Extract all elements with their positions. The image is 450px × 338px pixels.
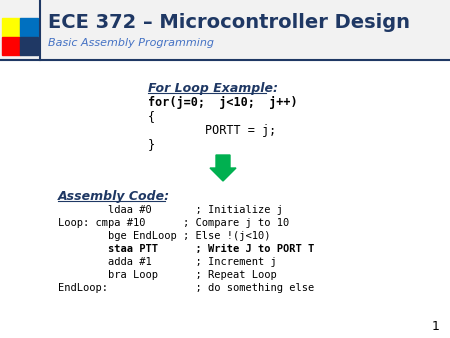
- Bar: [2, 37, 20, 55]
- Text: staa PTT      ; Write J to PORT T: staa PTT ; Write J to PORT T: [58, 244, 314, 254]
- FancyArrow shape: [210, 155, 236, 181]
- Text: EndLoop:              ; do something else: EndLoop: ; do something else: [58, 283, 314, 293]
- Text: 1: 1: [432, 320, 440, 333]
- Text: {: {: [148, 110, 155, 123]
- Bar: [20, 18, 38, 36]
- Bar: [2, 18, 20, 36]
- Text: Assembly Code:: Assembly Code:: [58, 190, 170, 203]
- Text: bra Loop      ; Repeat Loop: bra Loop ; Repeat Loop: [58, 270, 277, 280]
- Bar: [20, 37, 38, 55]
- Text: PORTT = j;: PORTT = j;: [148, 124, 276, 137]
- Text: }: }: [148, 138, 155, 151]
- Text: bge EndLoop ; Else !(j<10): bge EndLoop ; Else !(j<10): [58, 231, 270, 241]
- Text: ldaa #0       ; Initialize j: ldaa #0 ; Initialize j: [58, 205, 283, 215]
- Text: Basic Assembly Programming: Basic Assembly Programming: [48, 38, 214, 48]
- Text: adda #1       ; Increment j: adda #1 ; Increment j: [58, 257, 277, 267]
- Text: ECE 372 – Microcontroller Design: ECE 372 – Microcontroller Design: [48, 13, 410, 31]
- Text: Loop: cmpa #10      ; Compare j to 10: Loop: cmpa #10 ; Compare j to 10: [58, 218, 289, 228]
- Bar: [0, 0, 450, 60]
- Text: For Loop Example:: For Loop Example:: [148, 82, 278, 95]
- Text: for(j=0;  j<10;  j++): for(j=0; j<10; j++): [148, 96, 297, 109]
